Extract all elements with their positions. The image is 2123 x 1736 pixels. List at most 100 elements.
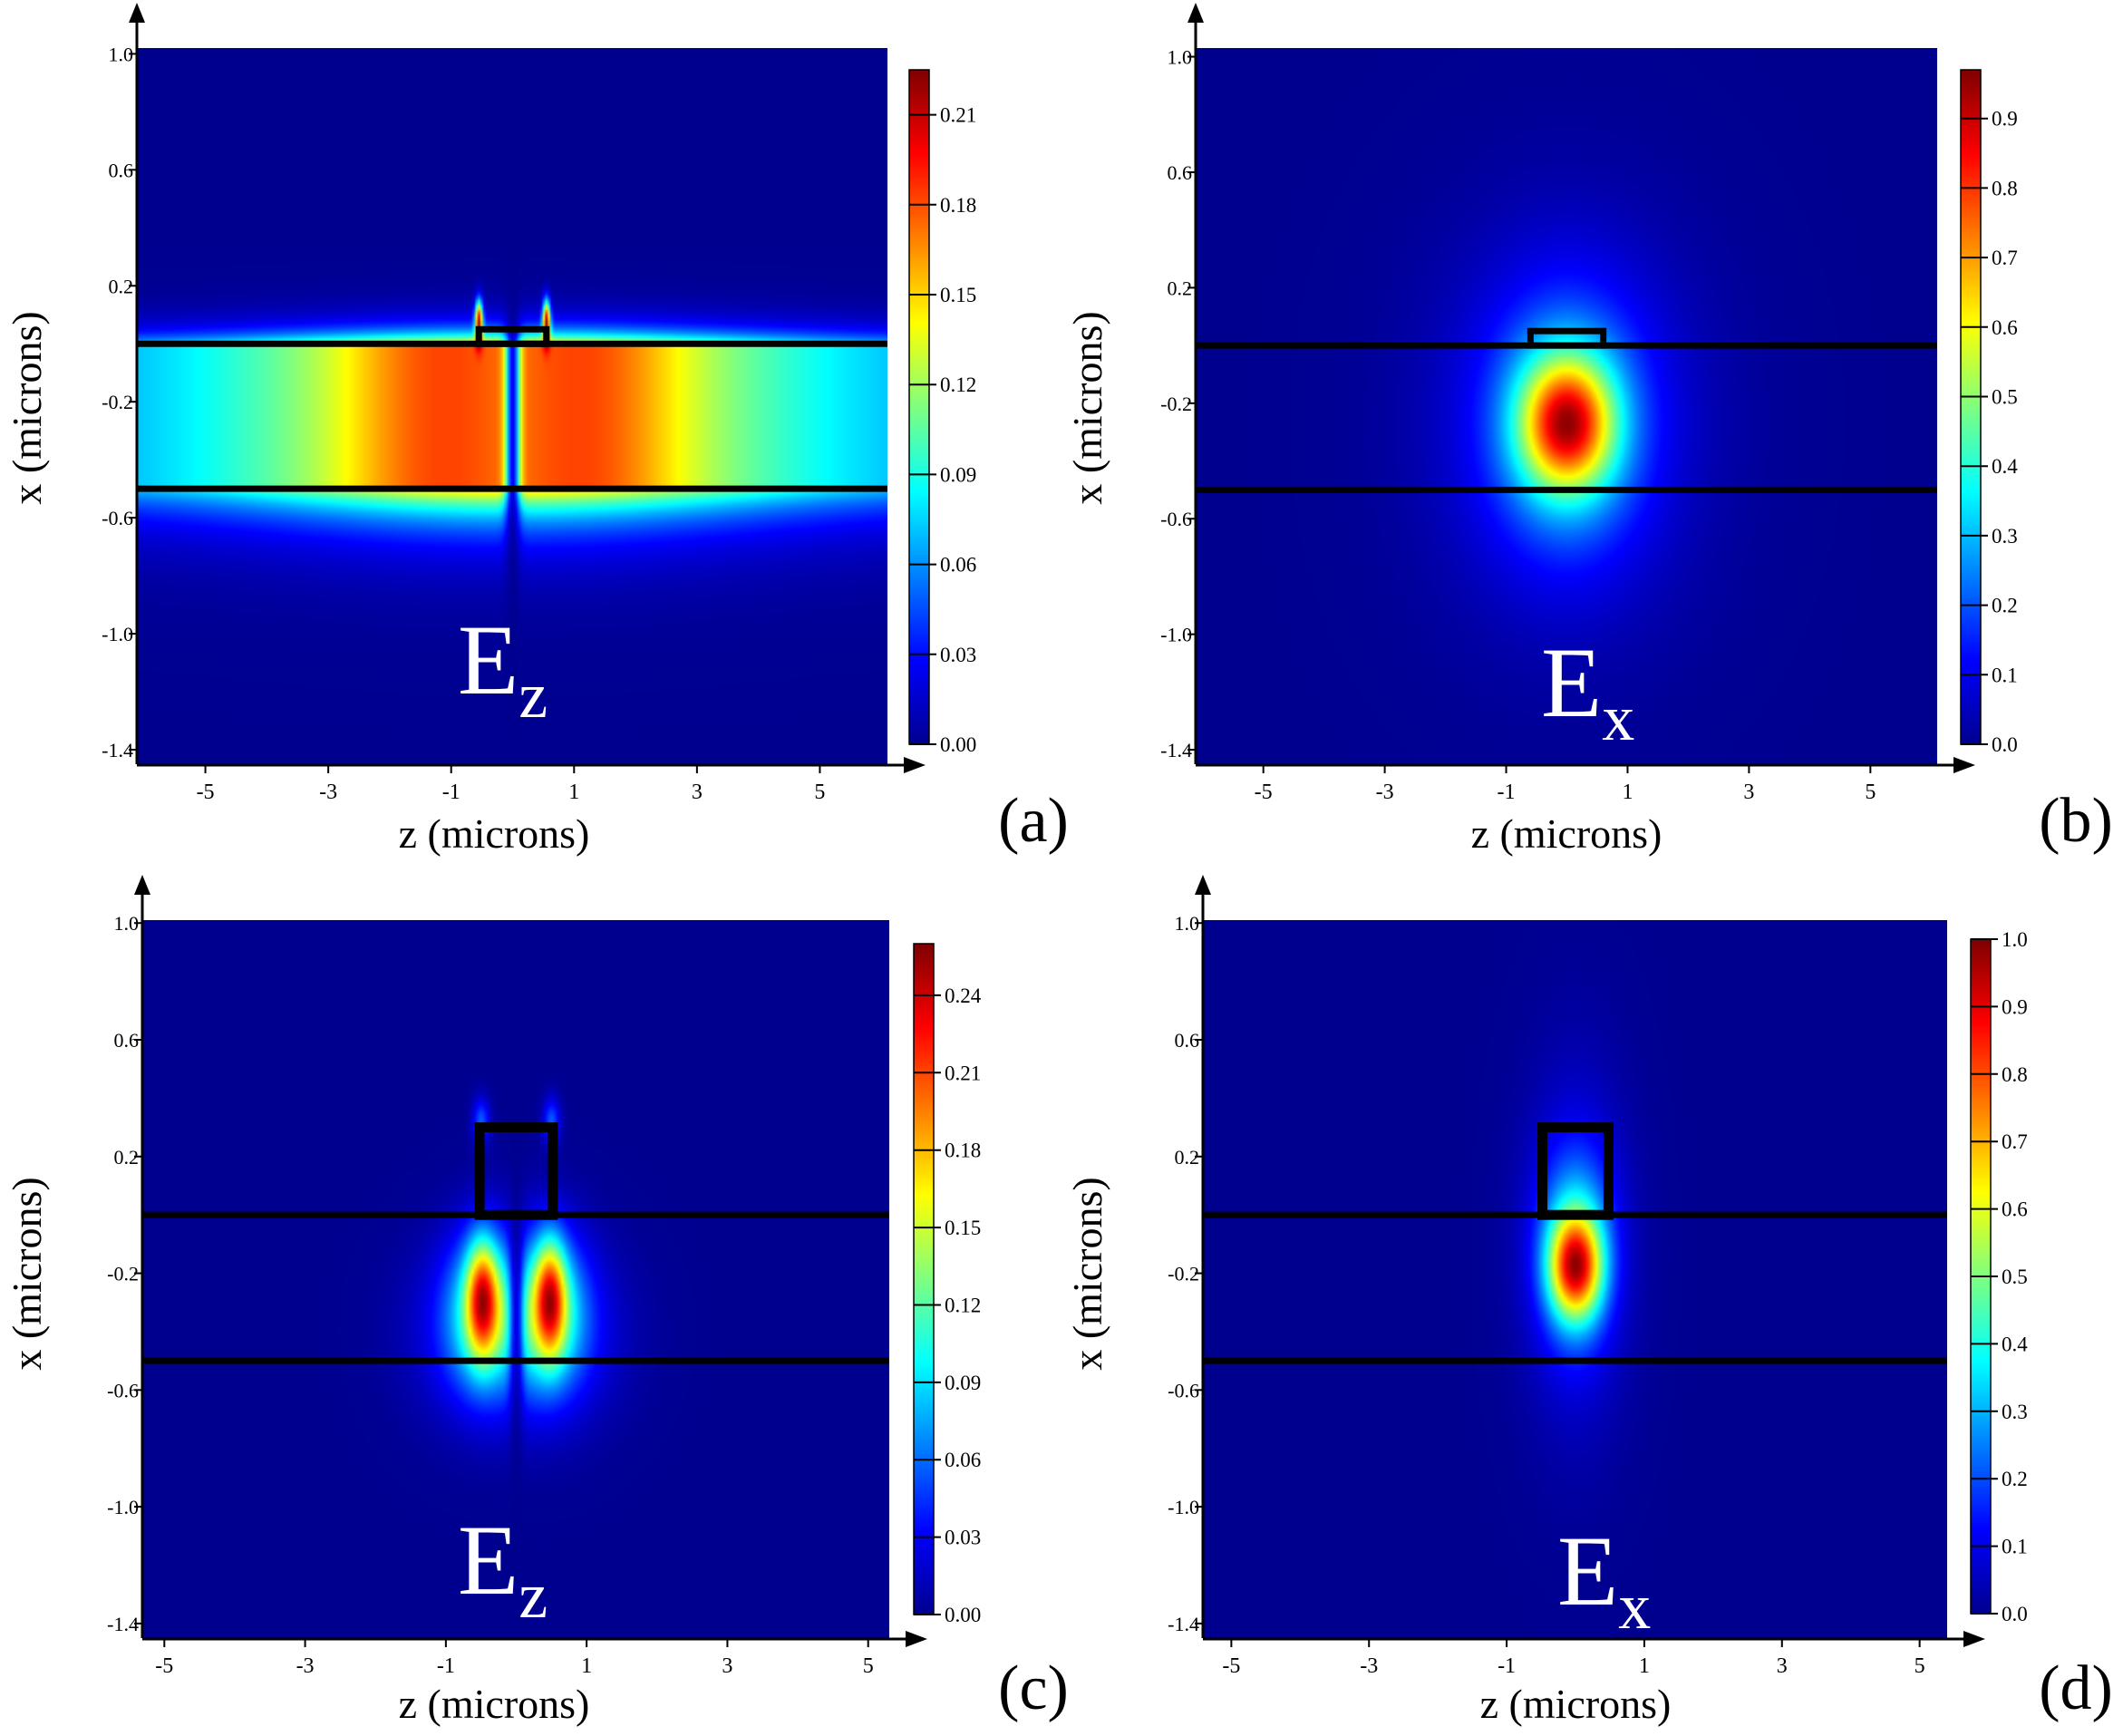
y-tick-label: 1.0 xyxy=(1175,912,1200,935)
colorbar xyxy=(909,70,929,744)
y-tick-label: -1.4 xyxy=(102,739,133,761)
colorbar-tick-label: 0.1 xyxy=(1992,664,2018,686)
y-tick-label: -1.4 xyxy=(107,1613,139,1635)
x-tick-label: -5 xyxy=(197,781,215,804)
colorbar-tick-label: 0.5 xyxy=(1992,385,2018,408)
colorbar-tick-label: 0.2 xyxy=(1992,595,2018,617)
colorbar-tick-label: 0.7 xyxy=(2002,1130,2028,1153)
rib-outline xyxy=(474,1122,558,1220)
y-tick-label: -0.6 xyxy=(1168,1379,1199,1401)
colorbar-tick-label: 0.09 xyxy=(945,1372,981,1394)
y-axis-title: x (microns) xyxy=(1064,311,1110,504)
colorbar-tick-label: 0.2 xyxy=(2002,1468,2028,1490)
y-tick-label: -0.2 xyxy=(107,1263,139,1285)
x-tick-label: 3 xyxy=(1743,781,1754,804)
x-axis-arrow xyxy=(1963,1631,1985,1647)
colorbar-tick-label: 0.3 xyxy=(1992,525,2018,548)
panel-label: (a) xyxy=(998,786,1069,856)
panel-d: -5 -3 -1 1 3 5 1.0 0.6 0.2 -0.2 -0.6 -1.0 -1.4 z (mic… xyxy=(1064,875,2113,1727)
panel-label: (d) xyxy=(2039,1654,2113,1723)
field-label-subscript: z xyxy=(519,659,548,732)
y-tick-label: -0.2 xyxy=(1160,393,1192,415)
x-axis-arrow xyxy=(906,1631,927,1647)
panel-b: -5 -3 -1 1 3 5 1.0 0.6 0.2 -0.2 -0.6 -1.0 -1.4 z (mic… xyxy=(1064,3,2113,857)
field-label-subscript: z xyxy=(519,1559,548,1632)
y-axis-arrow xyxy=(1188,3,1204,23)
y-tick-label: 1.0 xyxy=(1168,46,1193,69)
field-label-subscript: x xyxy=(1602,682,1634,754)
colorbar-tick-label: 0.7 xyxy=(1992,247,2018,269)
panel-c: -5 -3 -1 1 3 5 1.0 0.6 0.2 -0.2 -0.6 -1.0 -1.4 z (mic… xyxy=(4,875,1069,1727)
colorbar-tick-label: 0.18 xyxy=(945,1140,981,1162)
colorbar-tick-label: 0.09 xyxy=(940,463,976,486)
colorbar-tick-label: 0.0 xyxy=(1992,733,2018,756)
colorbar-tick-label: 0.8 xyxy=(2002,1063,2028,1086)
y-axis-title: x (microns) xyxy=(4,1177,50,1370)
heatmap-image xyxy=(1204,920,1947,1638)
x-tick-label: 5 xyxy=(1915,1654,1925,1678)
colorbar-tick-label: 0.15 xyxy=(945,1217,981,1239)
colorbar-tick-label: 0.9 xyxy=(2002,995,2028,1018)
y-tick-label: 0.2 xyxy=(1175,1146,1200,1169)
x-tick-label: -1 xyxy=(1498,781,1516,804)
x-axis-title: z (microns) xyxy=(399,810,590,857)
colorbar-tick-label: 0.21 xyxy=(945,1062,981,1084)
y-axis-title: x (microns) xyxy=(4,311,50,504)
field-label: Ez xyxy=(458,605,548,732)
field-label-base: E xyxy=(1541,627,1602,738)
x-tick-label: 5 xyxy=(863,1654,874,1678)
panel-label: (b) xyxy=(2039,786,2113,856)
y-tick-label: 0.6 xyxy=(1168,161,1193,184)
colorbar xyxy=(914,944,934,1615)
x-tick-label: -5 xyxy=(155,1654,173,1678)
x-tick-label: -5 xyxy=(1255,781,1273,804)
x-tick-label: -3 xyxy=(319,781,337,804)
colorbar-tick-label: 0.15 xyxy=(940,284,976,306)
y-tick-label: -0.2 xyxy=(102,391,133,413)
colorbar-tick-label: 0.03 xyxy=(940,644,976,666)
heatmap-image xyxy=(138,48,887,764)
x-tick-label: -3 xyxy=(1360,1654,1378,1678)
colorbar-tick-label: 0.5 xyxy=(2002,1266,2028,1288)
x-tick-label: 1 xyxy=(568,781,579,804)
y-tick-label: 0.2 xyxy=(1168,276,1193,299)
colorbar-tick-label: 0.3 xyxy=(2002,1401,2028,1423)
colorbar-tick-label: 0.12 xyxy=(945,1294,981,1316)
y-tick-label: 0.2 xyxy=(109,275,134,297)
x-tick-label: 3 xyxy=(1777,1654,1788,1678)
field-label-subscript: x xyxy=(1618,1570,1651,1643)
colorbar-tick-label: 0.6 xyxy=(1992,316,2018,339)
y-tick-label: 1.0 xyxy=(114,912,140,935)
heatmap-image xyxy=(143,920,889,1638)
colorbar-tick-label: 0.00 xyxy=(945,1604,981,1626)
colorbar-tick-label: 0.0 xyxy=(2002,1603,2028,1625)
x-axis-arrow xyxy=(1953,757,1975,773)
field-label-base: E xyxy=(458,605,519,715)
x-tick-label: 1 xyxy=(1622,781,1633,804)
x-tick-label: -3 xyxy=(1376,781,1394,804)
colorbar-tick-label: 0.18 xyxy=(940,194,976,217)
x-tick-label: -3 xyxy=(296,1654,315,1678)
colorbar-tick-label: 0.12 xyxy=(940,373,976,396)
y-tick-label: 0.2 xyxy=(114,1146,140,1169)
colorbar-tick-label: 0.9 xyxy=(1992,108,2018,131)
rib-outline xyxy=(475,325,550,347)
y-tick-label: 0.6 xyxy=(114,1029,140,1052)
y-tick-label: -0.2 xyxy=(1168,1263,1199,1285)
rib-outline xyxy=(1537,1122,1614,1220)
y-tick-label: -1.4 xyxy=(1160,739,1192,761)
x-tick-label: 5 xyxy=(1865,781,1876,804)
rib-outline xyxy=(1527,327,1607,349)
y-tick-label: -0.6 xyxy=(102,507,133,529)
colorbar-tick-label: 0.4 xyxy=(1992,455,2018,478)
x-tick-label: 3 xyxy=(692,781,703,804)
x-tick-label: 3 xyxy=(722,1654,732,1678)
y-axis-arrow xyxy=(129,3,145,23)
colorbar xyxy=(1961,70,1981,744)
colorbar-tick-label: 0.24 xyxy=(945,984,982,1007)
panel-a: -5 -3 -1 1 3 5 1.0 0.6 0.2 -0.2 -0.6 -1.0 -1.4 z (mic… xyxy=(4,3,1069,857)
field-label: Ex xyxy=(1557,1516,1651,1643)
y-tick-label: -1.4 xyxy=(1168,1613,1199,1635)
field-label: Ez xyxy=(458,1505,548,1632)
colorbar-tick-label: 0.06 xyxy=(940,554,976,577)
